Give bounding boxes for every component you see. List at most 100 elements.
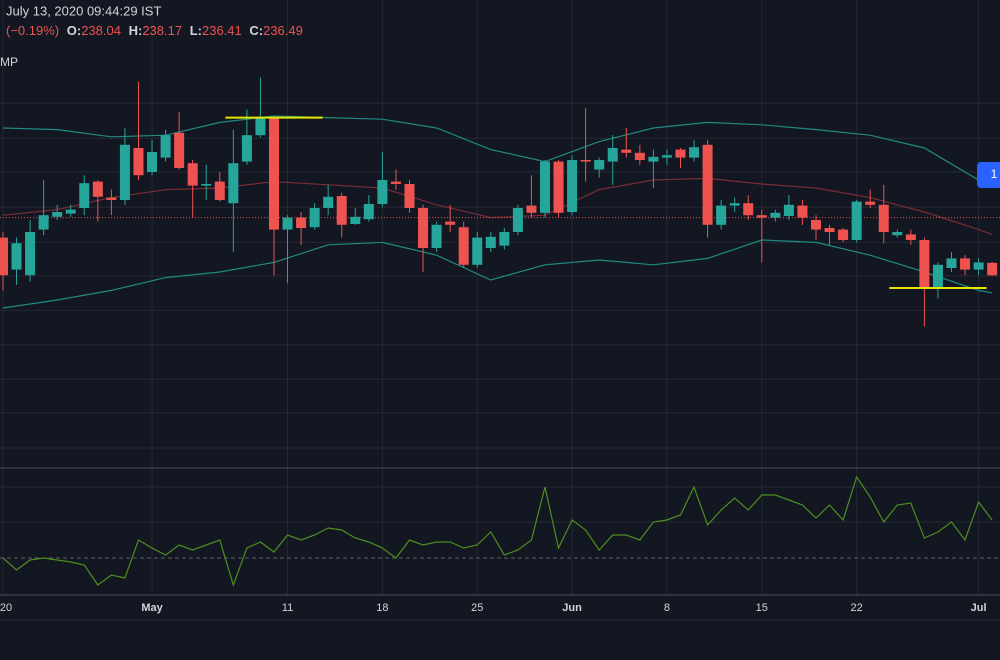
candle-body [783,204,794,216]
candle-body [946,258,957,268]
candle-body [716,205,727,225]
candle-body [567,160,578,212]
candle-body [38,215,49,230]
candle-body [92,181,103,197]
candle-body [810,220,821,230]
x-tick-label: Jul [971,602,987,614]
legend-value: 236.49 [263,23,303,38]
candle-body [472,237,483,265]
candle-body [526,205,537,213]
candle-body [52,212,63,217]
x-tick-label: 22 [851,602,863,614]
legend-value: 238.17 [142,23,182,38]
candle-body [445,221,456,225]
candle-body [133,148,144,176]
x-tick-label: 20 [0,602,12,614]
time-axis: 20 May 11 18 25 Jun 8 15 22 Jul [0,602,987,614]
x-tick-label: 8 [664,602,670,614]
candle-body [11,243,22,270]
legend-ohlc: (−0.19%) O:238.04 H:238.17 L:236.41 C:23… [6,23,303,38]
legend-label: O: [67,23,81,38]
candle-body [282,217,293,230]
candle-body [201,184,212,186]
candle-body [174,132,185,168]
candle-body [580,160,591,162]
candle-body [865,201,876,205]
candle-body [743,203,754,216]
candle-body [756,215,767,218]
candle-body [892,232,903,236]
candle-body [973,262,984,270]
candle-body [729,203,740,206]
candle-body [607,148,618,162]
legend-label: H: [129,23,143,38]
candle-body [634,152,645,160]
candle-body [363,204,374,220]
x-tick-label: 15 [756,602,768,614]
candle-body [987,262,998,276]
candle-body [824,228,835,232]
legend-label: L: [190,23,202,38]
candle-body [268,117,279,230]
candle-body [241,135,252,162]
candle-body [689,147,700,158]
x-tick-label: 18 [376,602,388,614]
candle-body [377,180,388,204]
candle-body [675,149,686,158]
candle-body [147,152,158,172]
band-line [2,239,993,309]
candle-body [621,149,632,153]
candle-body [0,237,8,276]
price-badge-label: 1 [991,167,998,181]
indicator-line [2,475,993,587]
candle-body [594,160,605,170]
x-tick-label: 25 [471,602,483,614]
candle-body [25,232,36,276]
candle-body [905,234,916,240]
x-tick-label: 11 [282,602,293,614]
price-badge [977,162,1000,188]
candle-body [228,163,239,204]
candle-body [838,229,849,240]
legend-date: July 13, 2020 09:44:29 IST [6,3,161,18]
legend-value: 236.41 [202,23,242,38]
candle-body [106,197,117,200]
candle-body [65,209,76,214]
candle-body [431,224,442,248]
candle-body [390,181,401,184]
candle-body [960,258,971,270]
candle-body [458,227,469,265]
x-tick-label: May [141,602,163,614]
candle-body [919,240,930,288]
candle-body [296,217,307,228]
indicator-label: MP [0,55,18,69]
candle-body [797,205,808,218]
candle-body [770,212,781,218]
candle-body [878,204,889,232]
candle-body [350,216,361,224]
candle-body [404,184,415,208]
candle-body [214,181,225,200]
candle-body [648,156,659,162]
candle-body [661,155,672,158]
marks [0,77,1000,587]
candle-body [336,196,347,225]
legend-label: C: [249,23,263,38]
candle-body [499,232,510,246]
candle-body [512,208,523,232]
legend-change: (−0.19%) [6,23,59,38]
candle-body [160,135,171,158]
candle-body [187,163,198,186]
candle-body [553,161,564,213]
candle-body [485,236,496,248]
x-tick-label: Jun [562,602,582,614]
candle-body [323,196,334,208]
candle-body [309,208,320,228]
candle-body [539,161,550,213]
candle-body [702,144,713,225]
legend-value: 238.04 [81,23,121,38]
candle-body [418,208,429,248]
